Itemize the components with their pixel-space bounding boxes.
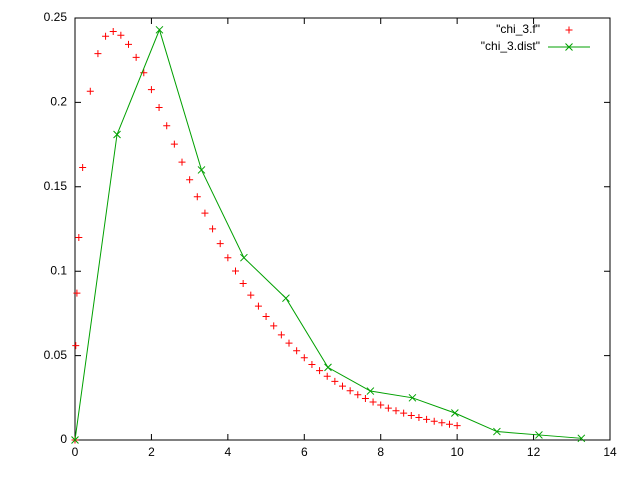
x-tick-label: 4: [225, 445, 232, 459]
marker: [331, 377, 339, 385]
marker: [239, 280, 247, 288]
marker: [339, 382, 346, 390]
x-tick-label: 8: [377, 445, 384, 459]
marker: [86, 87, 94, 95]
marker: [178, 158, 186, 166]
marker: [140, 69, 148, 77]
marker: [197, 166, 206, 174]
marker: [377, 401, 385, 409]
legend-label: "chi_3.dist": [481, 39, 540, 53]
marker: [285, 339, 293, 347]
marker: [232, 267, 239, 275]
marker: [408, 393, 417, 402]
marker: [75, 233, 83, 241]
marker: [73, 289, 81, 297]
marker: [493, 427, 501, 436]
marker: [423, 415, 431, 423]
y-tick-label: 0.05: [44, 348, 68, 362]
marker: [109, 28, 117, 36]
marker: [453, 422, 461, 430]
marker: [438, 419, 446, 427]
marker: [224, 254, 232, 262]
marker: [308, 361, 316, 369]
marker: [132, 53, 140, 61]
marker: [354, 391, 362, 399]
y-tick-label: 0.15: [44, 179, 68, 193]
legend-marker: [565, 26, 573, 34]
marker: [147, 86, 155, 94]
marker: [293, 347, 301, 355]
marker: [384, 404, 392, 412]
marker: [79, 164, 87, 172]
marker: [117, 31, 125, 39]
marker: [346, 387, 354, 395]
x-tick-label: 14: [603, 445, 617, 459]
marker: [113, 130, 121, 139]
marker: [369, 398, 377, 406]
marker: [72, 342, 80, 350]
marker: [366, 387, 375, 395]
marker: [277, 331, 285, 339]
marker: [323, 372, 331, 380]
marker: [94, 50, 102, 58]
marker: [216, 240, 224, 248]
marker: [282, 294, 290, 303]
marker: [450, 409, 459, 417]
x-tick-label: 10: [450, 445, 464, 459]
marker: [240, 253, 248, 262]
marker: [102, 32, 110, 40]
marker: [163, 122, 171, 130]
marker: [201, 209, 209, 217]
marker: [577, 434, 586, 443]
y-tick-label: 0: [60, 432, 67, 446]
marker: [415, 414, 423, 422]
marker: [400, 409, 408, 417]
legend-label: "chi_3.f": [496, 22, 540, 36]
marker: [316, 367, 324, 375]
x-tick-label: 2: [148, 445, 155, 459]
marker: [125, 40, 132, 48]
marker: [209, 225, 217, 233]
marker: [361, 394, 369, 402]
legend-marker: [565, 43, 573, 51]
marker: [392, 407, 400, 415]
marker: [155, 25, 164, 34]
y-tick-label: 0.2: [50, 95, 67, 109]
marker: [254, 302, 262, 310]
marker: [170, 140, 178, 148]
marker: [155, 103, 163, 111]
x-tick-label: 6: [301, 445, 308, 459]
marker: [407, 412, 415, 420]
marker: [270, 322, 278, 330]
x-tick-label: 12: [527, 445, 541, 459]
y-tick-label: 0.25: [44, 10, 68, 24]
marker: [186, 176, 194, 184]
marker: [193, 193, 201, 201]
y-tick-label: 0.1: [50, 263, 67, 277]
marker: [446, 420, 453, 428]
marker: [430, 417, 438, 425]
x-tick-label: 0: [72, 445, 79, 459]
plot-frame: [74, 17, 611, 441]
marker: [300, 354, 308, 362]
marker: [535, 431, 543, 439]
marker: [71, 436, 79, 444]
marker: [324, 363, 332, 372]
marker: [247, 291, 255, 299]
marker: [262, 312, 270, 320]
